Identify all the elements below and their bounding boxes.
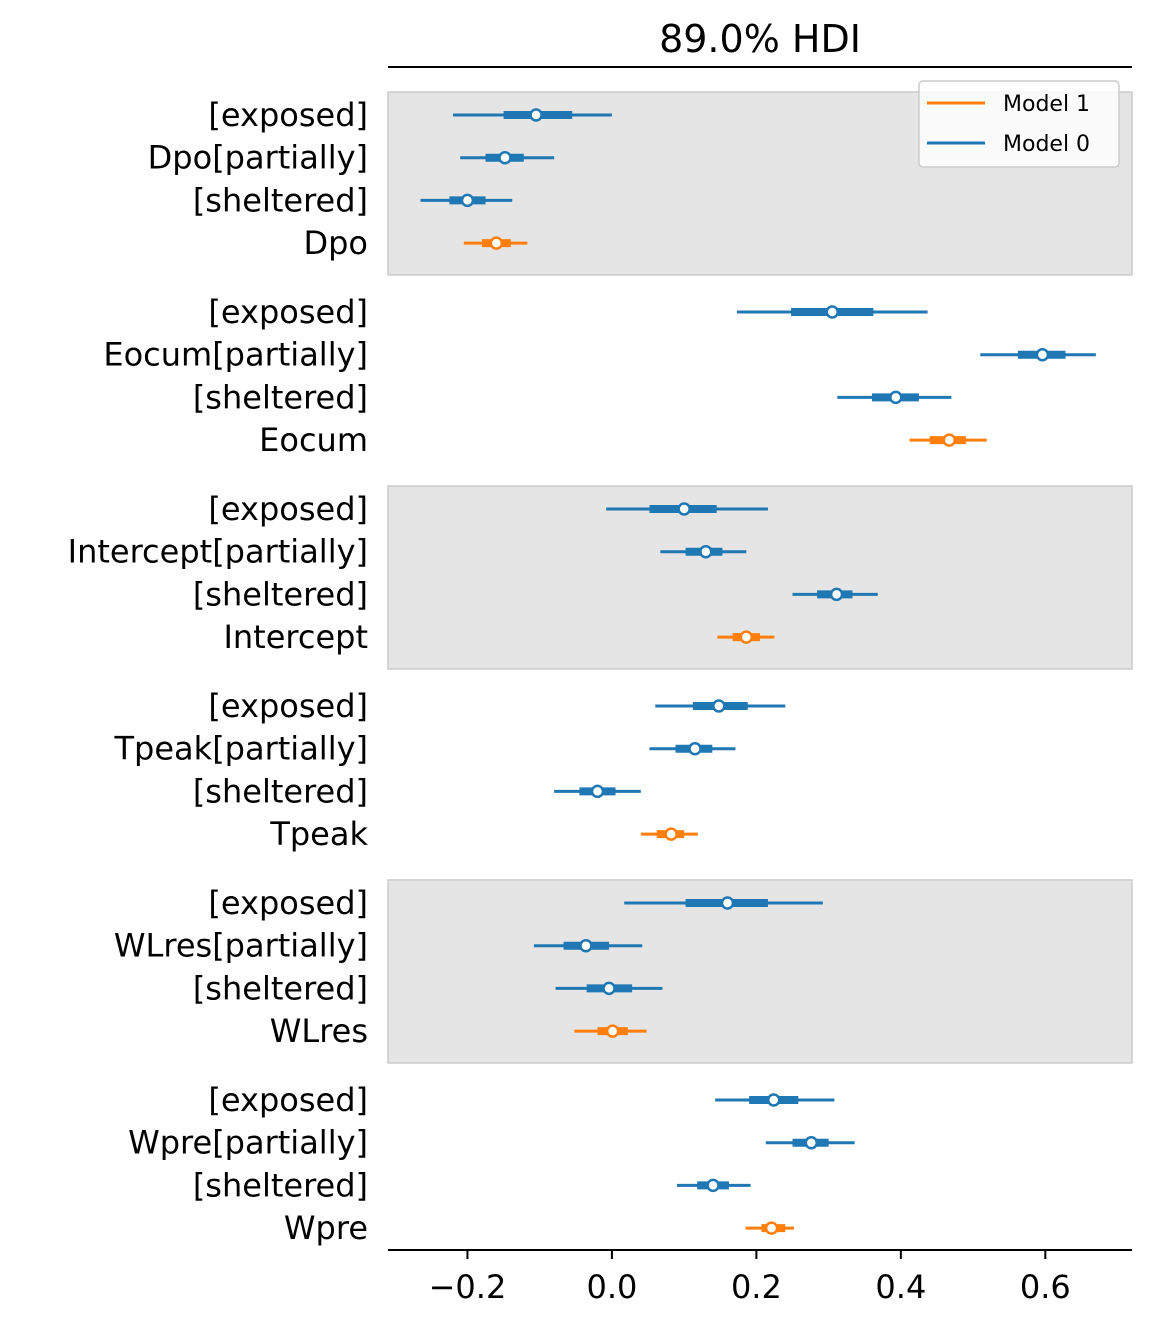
x-tick-label: 0.4 (875, 1268, 926, 1306)
median-point (829, 587, 844, 602)
y-tick-label: Intercept[partially] (68, 533, 368, 571)
y-tick-label: Wpre (284, 1209, 368, 1247)
legend: Model 1 Model 0 (918, 80, 1120, 168)
median-point (739, 630, 754, 644)
group-band (387, 879, 1133, 1064)
median-point (664, 827, 678, 841)
median-point (764, 1221, 779, 1235)
median-point (766, 1093, 781, 1107)
chart-title: 89.0% HDI (659, 17, 861, 61)
median-point (677, 502, 691, 516)
x-tick-label: −0.2 (429, 1268, 507, 1306)
group-band (387, 485, 1133, 670)
median-point (720, 896, 735, 910)
y-tick-label: Wpre[partially] (128, 1124, 368, 1162)
y-tick-label: [exposed] (208, 687, 368, 725)
y-tick-label: Tpeak[partially] (114, 730, 369, 768)
y-tick-label: [exposed] (208, 490, 368, 528)
interval-marks (420, 108, 1096, 1235)
y-tick-label: [sheltered] (193, 575, 368, 613)
y-tick-label: [exposed] (208, 293, 368, 331)
y-tick-label: [exposed] (208, 884, 368, 922)
y-tick-label: [sheltered] (193, 772, 368, 810)
median-point (1035, 347, 1050, 362)
median-point (489, 236, 504, 250)
y-tick-label: Eocum (259, 421, 368, 459)
median-point (529, 108, 543, 122)
y-tick-label: Tpeak (269, 815, 368, 853)
x-tick-label: 0.2 (731, 1268, 782, 1306)
median-point (590, 784, 605, 799)
median-point (942, 433, 957, 447)
y-tick-label: Eocum[partially] (103, 336, 368, 374)
y-tick-label: [sheltered] (193, 378, 368, 416)
y-tick-label: WLres[partially] (114, 927, 368, 965)
axes (388, 66, 1132, 1251)
median-point (825, 305, 839, 319)
median-point (699, 544, 713, 559)
y-tick-label: [sheltered] (193, 1166, 368, 1204)
y-tick-labels: [exposed] Dpo[partially] [sheltered] Dpo [ex… (68, 96, 369, 1247)
legend-label: Model 1 (1003, 92, 1090, 117)
median-point (498, 150, 512, 165)
y-tick-label: Dpo[partially] (148, 139, 368, 177)
y-tick-label: WLres (270, 1012, 368, 1050)
x-ticks: −0.2 0.0 0.2 0.4 0.6 (429, 1250, 1071, 1306)
y-tick-label: [exposed] (208, 1081, 368, 1119)
y-tick-label: [sheltered] (193, 181, 368, 219)
median-point (706, 1178, 720, 1193)
y-tick-label: Dpo (303, 224, 368, 262)
median-point (804, 1135, 819, 1150)
y-tick-label: [exposed] (208, 96, 368, 134)
median-point (460, 193, 475, 208)
median-point (688, 741, 702, 756)
legend-label: Model 0 (1003, 132, 1090, 157)
median-point (579, 938, 593, 953)
x-tick-label: 0.6 (1020, 1268, 1071, 1306)
median-point (602, 981, 616, 996)
y-tick-label: Intercept (223, 618, 368, 656)
x-tick-label: 0.0 (586, 1268, 637, 1306)
median-point (605, 1024, 620, 1038)
median-point (889, 390, 903, 405)
median-point (712, 699, 726, 713)
y-tick-label: [sheltered] (193, 969, 368, 1007)
